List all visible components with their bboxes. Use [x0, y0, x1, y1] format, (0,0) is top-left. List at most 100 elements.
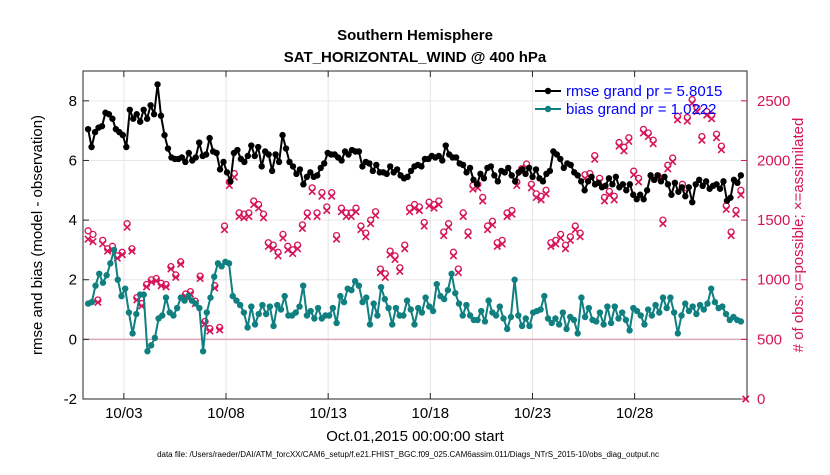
- obs-assimilated-marker: [303, 212, 312, 221]
- rmse-point: [459, 161, 467, 169]
- bias-point: [656, 309, 663, 316]
- bias-point: [737, 318, 745, 325]
- obs-assimilated-stroke: [508, 210, 516, 218]
- obs-assimilated-marker: [727, 231, 735, 240]
- y-right-tick-label: 2500: [757, 93, 790, 110]
- obs-assimilated-stroke: [737, 191, 745, 199]
- obs-assimilated-stroke: [118, 250, 126, 259]
- obs-assimilated-stroke: [649, 139, 657, 148]
- bias-point: [622, 316, 630, 324]
- bias-point: [211, 273, 218, 280]
- bias-point: [88, 298, 96, 306]
- obs-assimilated-marker: [693, 107, 701, 116]
- rmse-point: [161, 131, 168, 139]
- obs-assimilated-marker: [732, 210, 740, 218]
- rmse-point: [373, 161, 380, 169]
- obs-assimilated-stroke: [147, 278, 156, 286]
- chart-title: Southern Hemisphere: [337, 27, 493, 44]
- bias-point: [685, 307, 693, 315]
- bias-point: [496, 303, 503, 310]
- y-tick-label: 6: [69, 152, 77, 169]
- y-tick-label: 0: [69, 331, 77, 348]
- obs-assimilated-stroke: [98, 240, 107, 248]
- rmse-point: [650, 176, 658, 184]
- obs-assimilated-stroke: [313, 212, 321, 221]
- rmse-point: [605, 175, 613, 182]
- rmse-point: [234, 146, 241, 154]
- rmse-point: [386, 163, 394, 170]
- bias-point: [340, 298, 348, 306]
- obs-assimilated-marker: [420, 222, 428, 230]
- obs-assimilated-marker: [547, 242, 555, 251]
- obs-assimilated-marker: [649, 139, 657, 148]
- obs-assimilated-marker: [206, 327, 214, 335]
- obs-possible-marker: [89, 230, 97, 239]
- obs-assimilated-marker: [94, 298, 102, 307]
- obs-assimilated-marker: [84, 235, 92, 243]
- rmse-point: [532, 166, 540, 173]
- bias-point: [440, 295, 448, 303]
- rmse-point: [293, 170, 300, 178]
- rmse-point: [359, 163, 366, 170]
- bias-point: [255, 310, 262, 318]
- rmse-point: [737, 172, 745, 179]
- chart-subtitle: SAT_HORIZONTAL_WIND @ 400 hPa: [284, 49, 547, 66]
- rmse-point: [623, 187, 630, 194]
- obs-assimilated-marker: [571, 225, 580, 234]
- rmse-point: [612, 173, 620, 181]
- bias-point: [555, 321, 563, 328]
- bias-point: [418, 309, 426, 316]
- bias-point: [277, 306, 285, 313]
- obs-assimilated-stroke: [84, 235, 92, 243]
- bias-point: [381, 295, 389, 303]
- bias-point: [311, 315, 318, 322]
- obs-assimilated-marker: [498, 240, 506, 248]
- rmse-point: [511, 178, 519, 185]
- obs-assimilated-marker: [464, 231, 472, 240]
- bias-point: [162, 294, 170, 301]
- rmse-point: [609, 181, 616, 188]
- bias-point: [207, 294, 214, 301]
- obs-assimilated-stroke: [269, 244, 277, 253]
- obs-assimilated-stroke: [420, 222, 428, 230]
- obs-assimilated-marker: [639, 129, 648, 137]
- bias-point: [307, 307, 314, 315]
- obs-assimilated-marker: [162, 283, 170, 291]
- obs-assimilated-marker: [561, 244, 570, 253]
- obs-assimilated-stroke: [556, 234, 565, 242]
- obs-assimilated-stroke: [732, 210, 740, 218]
- obs-assimilated-stroke: [376, 268, 385, 277]
- rmse-point: [522, 170, 529, 178]
- rmse-point: [696, 176, 703, 184]
- bias-point: [689, 303, 696, 310]
- rmse-point: [664, 181, 672, 188]
- obs-assimilated-stroke: [167, 265, 175, 273]
- obs-assimilated-marker: [444, 223, 453, 232]
- obs-assimilated-stroke: [245, 212, 253, 221]
- y-tick-label: -2: [64, 391, 77, 408]
- bias-point: [455, 300, 463, 307]
- bias-point: [96, 270, 103, 277]
- obs-assimilated-stroke: [259, 213, 268, 222]
- obs-assimilated-stroke: [707, 114, 716, 123]
- rmse-point: [307, 169, 314, 176]
- obs-assimilated-stroke: [381, 273, 390, 282]
- obs-assimilated-marker: [220, 225, 229, 234]
- bias-point: [626, 327, 633, 334]
- rmse-point: [577, 178, 585, 185]
- obs-assimilated-stroke: [605, 191, 614, 199]
- obs-assimilated-stroke: [357, 225, 365, 234]
- obs-assimilated-stroke: [410, 204, 419, 212]
- obs-assimilated-marker: [430, 204, 438, 212]
- obs-assimilated-stroke: [444, 223, 453, 232]
- rmse-point: [584, 178, 592, 185]
- bias-point: [500, 315, 507, 322]
- bias-point: [644, 306, 652, 313]
- rmse-point: [213, 149, 220, 157]
- rmse-point: [685, 184, 692, 191]
- rmse-point: [147, 102, 154, 109]
- obs-assimilated-marker: [717, 145, 726, 154]
- bias-point: [682, 300, 689, 307]
- rmse-point: [508, 172, 515, 179]
- plot-area: [83, 71, 747, 399]
